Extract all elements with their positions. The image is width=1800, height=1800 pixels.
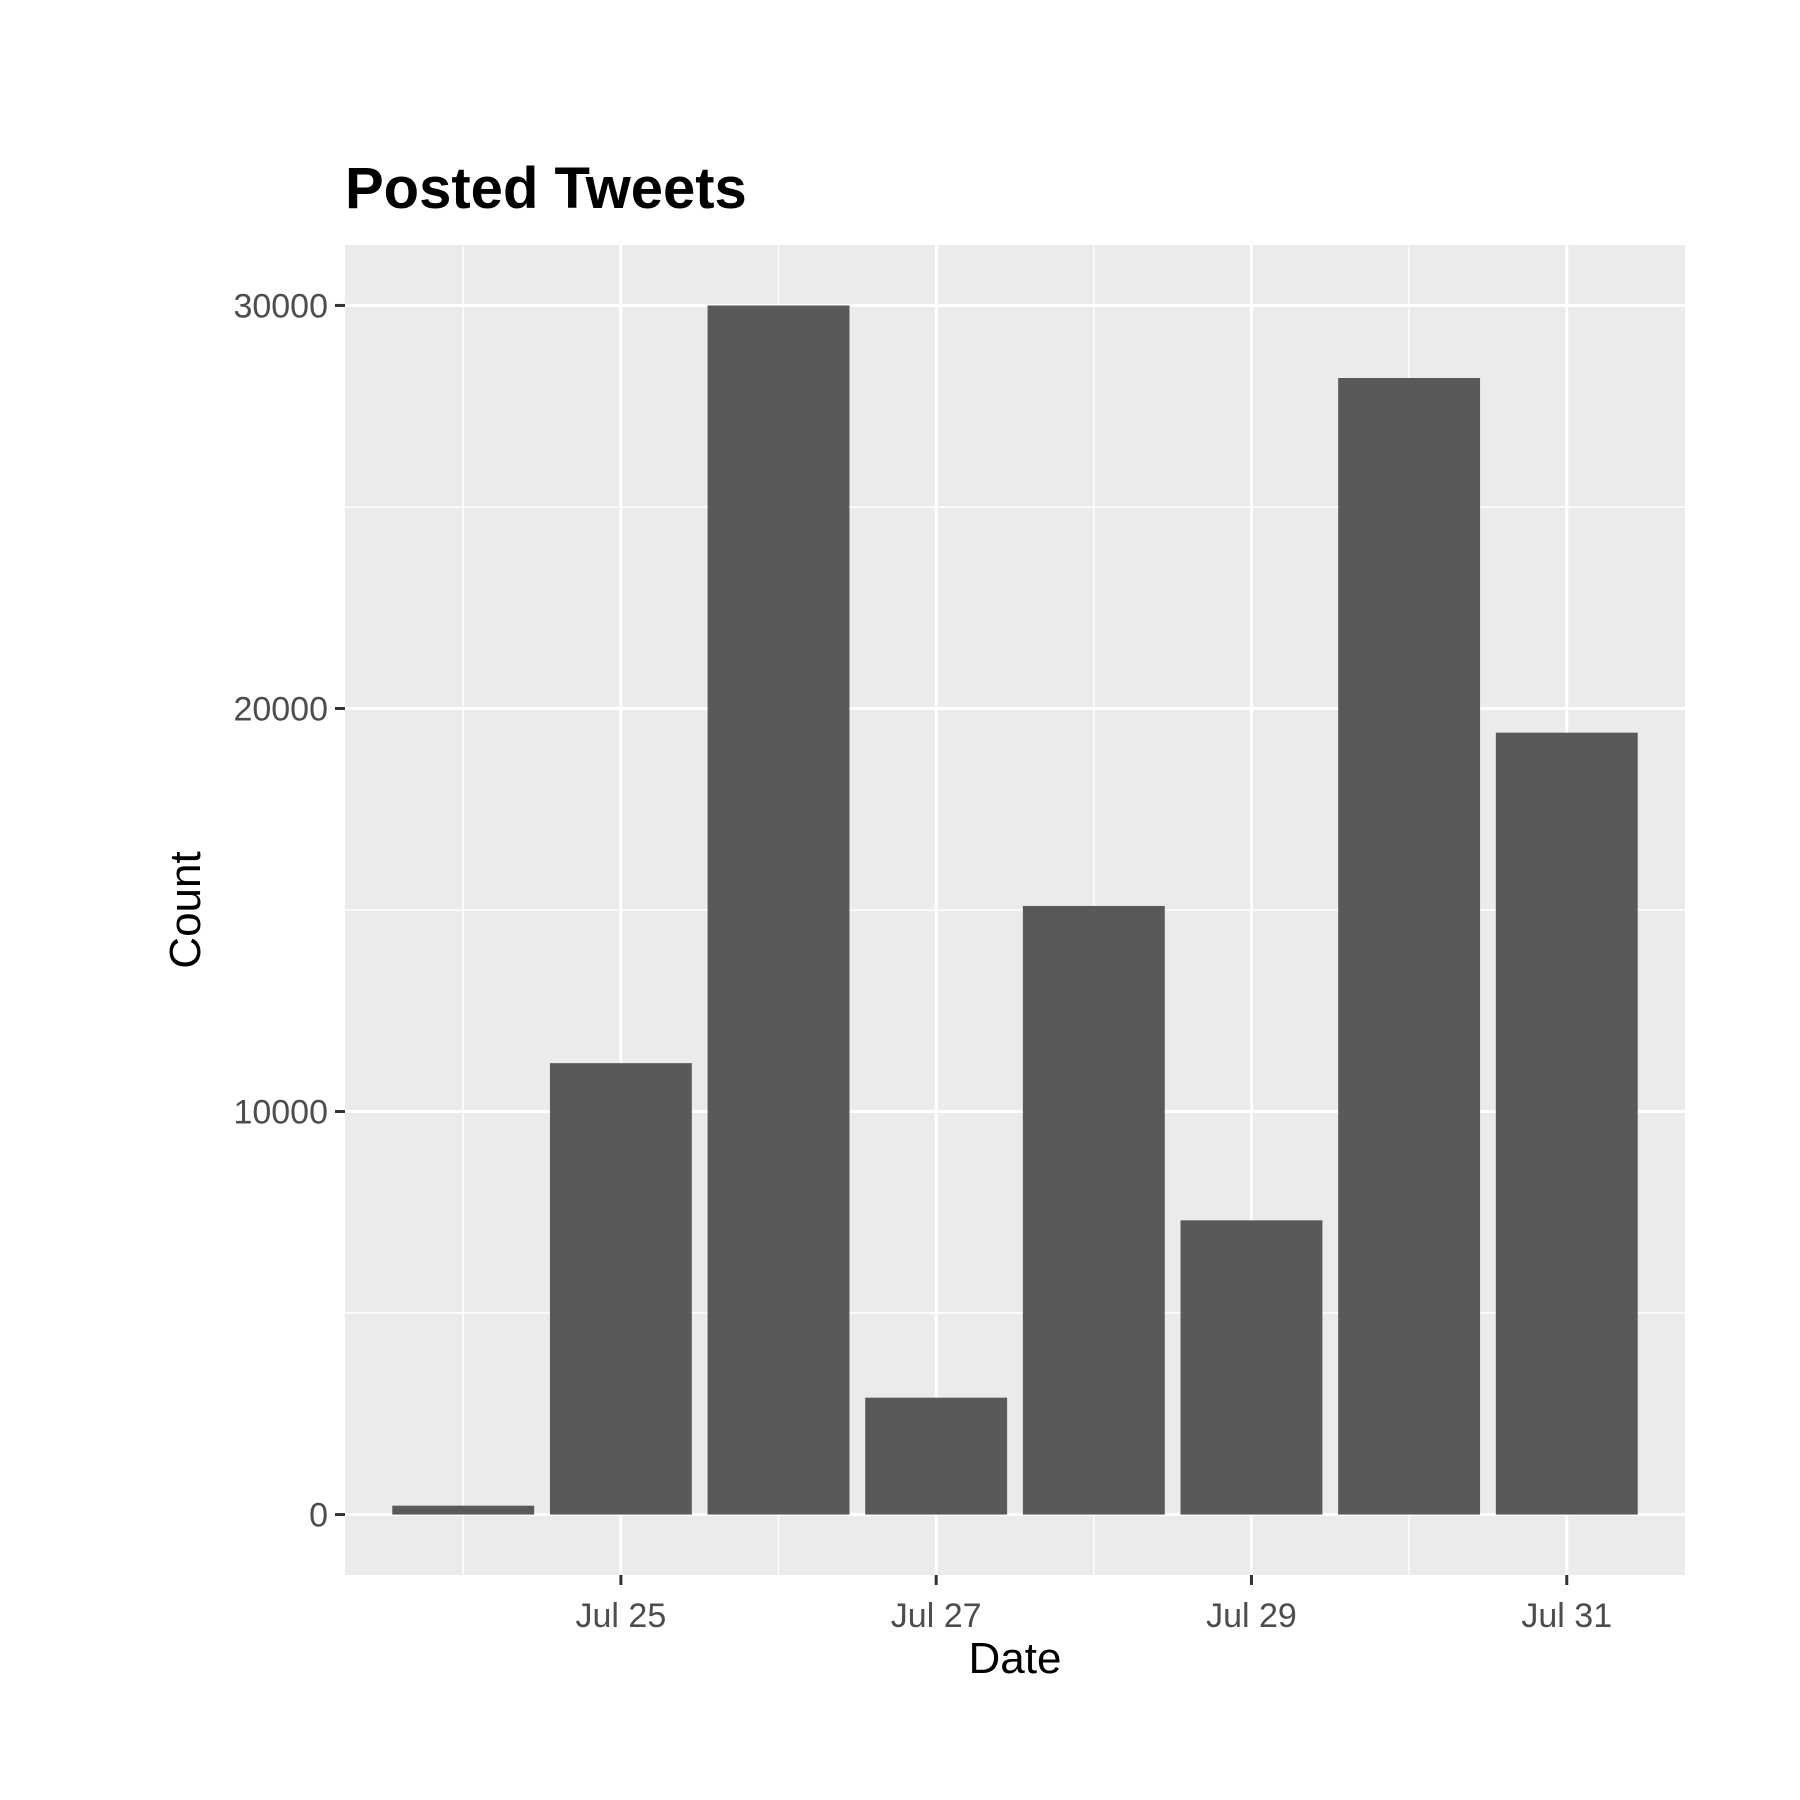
bar (1495, 732, 1638, 1515)
chart-title: Posted Tweets (345, 156, 747, 221)
bar (1338, 378, 1481, 1515)
bar (392, 1505, 535, 1515)
y-tick-label: 30000 (233, 287, 328, 325)
y-tick-label: 0 (309, 1497, 328, 1535)
x-axis: Jul 25 Jul 27 Jul 29 Jul 31 (576, 1575, 1612, 1635)
y-tick-label: 20000 (233, 690, 328, 728)
x-tick-label: Jul 29 (1206, 1597, 1297, 1635)
x-tick-label: Jul 27 (891, 1597, 982, 1635)
y-tick-label: 10000 (233, 1094, 328, 1132)
x-tick-label: Jul 25 (576, 1597, 667, 1635)
y-axis-title: Count (161, 851, 210, 968)
x-axis-title: Date (969, 1634, 1062, 1683)
y-axis: 0 10000 20000 30000 (233, 287, 345, 1535)
bar (1180, 1220, 1323, 1515)
bars (392, 305, 1638, 1515)
bar (865, 1397, 1008, 1515)
bar (1022, 905, 1165, 1515)
bar (707, 305, 850, 1515)
bar (549, 1063, 692, 1515)
x-tick-label: Jul 31 (1521, 1597, 1612, 1635)
